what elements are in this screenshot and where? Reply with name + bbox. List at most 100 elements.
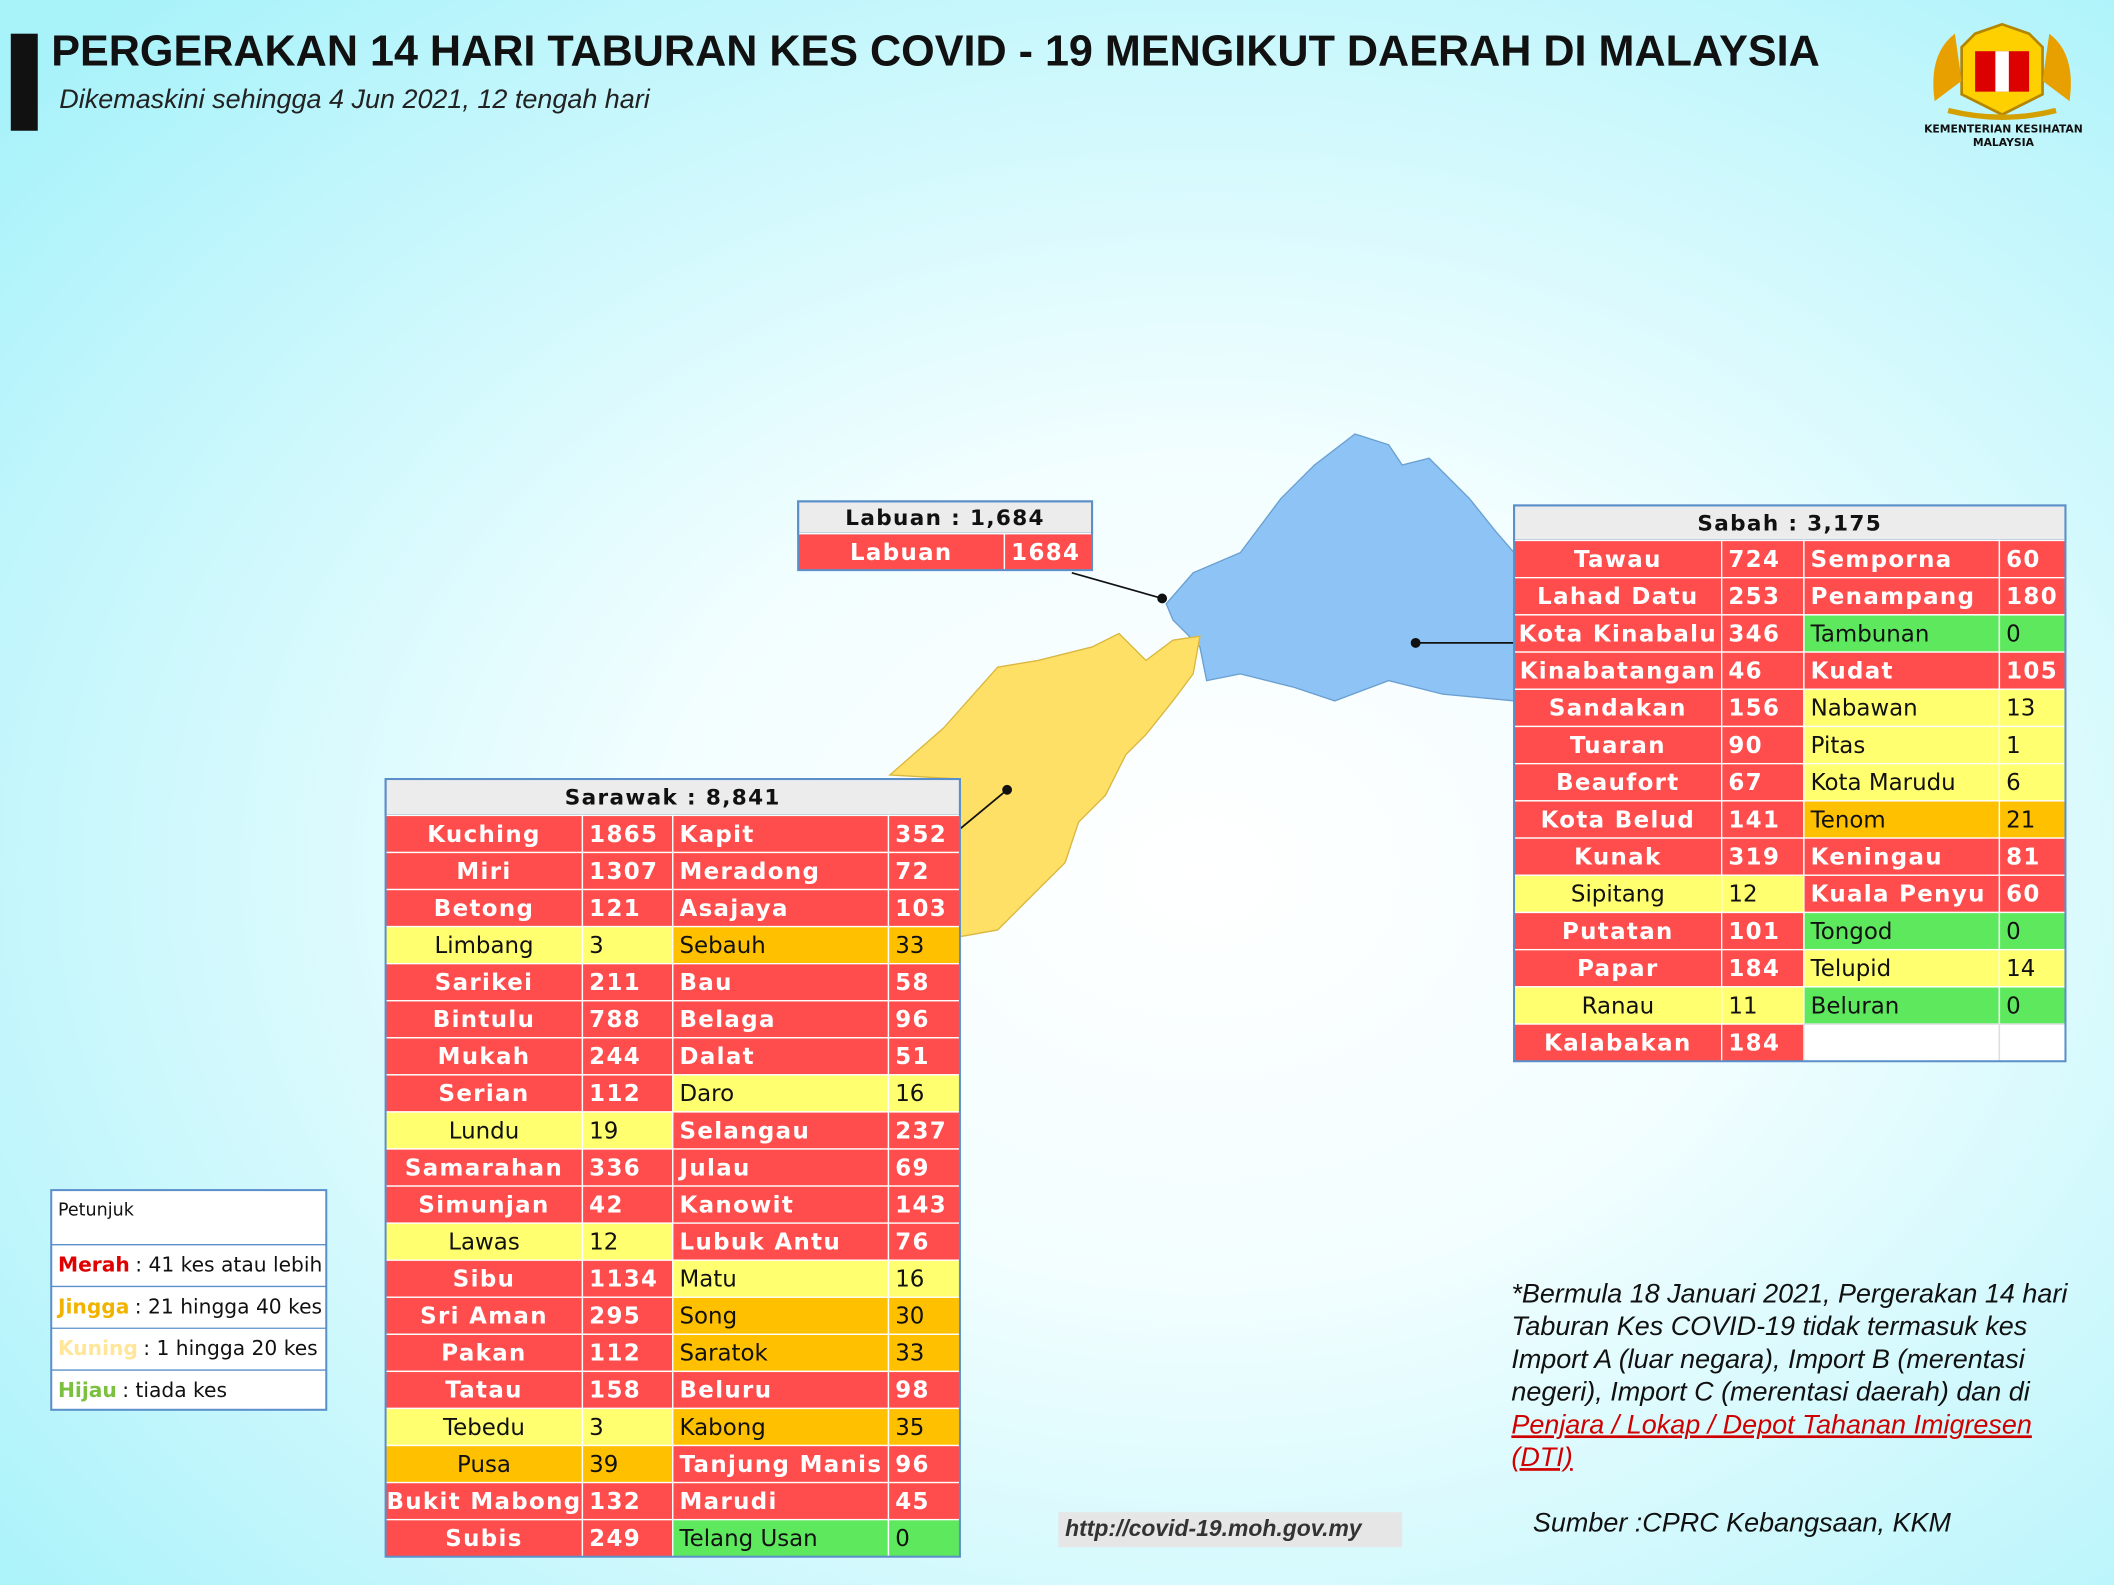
district-name: Kalabakan bbox=[1544, 1030, 1692, 1056]
cell bbox=[1803, 986, 2001, 1025]
district-name: Tongod bbox=[1810, 919, 1893, 945]
district-name: Kanowit bbox=[680, 1192, 795, 1218]
district-cases: 3 bbox=[589, 933, 604, 959]
district-name: Telang Usan bbox=[678, 1526, 817, 1552]
note-link: Penjara / Lokap / Depot Tahanan Imigrese… bbox=[1511, 1409, 2032, 1439]
district-name: Kudat bbox=[1811, 659, 1894, 685]
district-name: Kota Belud bbox=[1541, 807, 1696, 833]
district-cases: 11 bbox=[1728, 993, 1757, 1019]
cell bbox=[1998, 800, 2067, 839]
district-cases: 90 bbox=[1728, 733, 1763, 759]
district-name: Beaufort bbox=[1556, 770, 1680, 796]
district-cases: 1865 bbox=[589, 822, 658, 848]
cell bbox=[887, 1148, 961, 1187]
cell bbox=[581, 888, 674, 928]
cell bbox=[384, 1407, 584, 1447]
district-cases: 143 bbox=[895, 1192, 947, 1218]
district-cases: 46 bbox=[1728, 659, 1763, 685]
cell bbox=[1720, 800, 1805, 839]
district-cases: 67 bbox=[1728, 770, 1763, 796]
district-name: Matu bbox=[680, 1267, 737, 1293]
district-name: Kota Marudu bbox=[1811, 770, 1956, 796]
district-cases: 141 bbox=[1728, 807, 1780, 833]
district-name: Labuan bbox=[850, 540, 953, 566]
district-name: Beluran bbox=[1811, 993, 1900, 1019]
district-name: Sebauh bbox=[680, 933, 766, 959]
note: *Bermula 18 Januari 2021, Pergerakan 14 … bbox=[1511, 1278, 2068, 1472]
subtitle: Dikemaskini sehingga 4 Jun 2021, 12 teng… bbox=[59, 84, 650, 114]
district-cases: 295 bbox=[589, 1304, 641, 1330]
cell bbox=[581, 1296, 674, 1335]
district-cases: 237 bbox=[895, 1118, 947, 1144]
district-cases: 105 bbox=[2006, 659, 2058, 685]
district-cases: 249 bbox=[589, 1526, 641, 1552]
district-name: Tanjung Manis bbox=[680, 1452, 883, 1478]
cell bbox=[887, 962, 961, 1002]
cell bbox=[672, 888, 890, 928]
connectors bbox=[959, 571, 1515, 830]
district-cases: 98 bbox=[895, 1378, 930, 1404]
district-cases: 211 bbox=[589, 970, 641, 996]
cell bbox=[1513, 986, 1723, 1025]
district-cases: 1 bbox=[2006, 733, 2021, 759]
district-name: Miri bbox=[456, 859, 511, 885]
district-name: Kapit bbox=[680, 822, 755, 848]
district-cases: 180 bbox=[2006, 584, 2058, 610]
tables: Labuan : 1,684 Labuan 1684 Sabah : 3,175 Taw… bbox=[384, 500, 2067, 1558]
district-cases: 1134 bbox=[589, 1267, 658, 1293]
district-cases: 101 bbox=[1728, 919, 1780, 945]
district-name: Sandakan bbox=[1549, 696, 1687, 722]
district-cases: 352 bbox=[895, 822, 947, 848]
cell bbox=[1998, 986, 2067, 1025]
district-cases: 19 bbox=[589, 1118, 618, 1144]
district-name: Asajaya bbox=[680, 896, 789, 922]
legend-item: Jingga: 21 hingga 40 kes bbox=[56, 1294, 322, 1318]
cell bbox=[581, 1407, 674, 1447]
district-cases: 1307 bbox=[589, 859, 658, 885]
district-name: Pitas bbox=[1811, 733, 1866, 759]
title-bar bbox=[10, 33, 38, 131]
cell bbox=[672, 925, 890, 965]
cell bbox=[1513, 874, 1723, 914]
district-name: Lundu bbox=[449, 1118, 519, 1144]
district-name: Simunjan bbox=[418, 1192, 549, 1218]
district-name: Julau bbox=[677, 1155, 750, 1181]
district-cases: 12 bbox=[589, 1230, 618, 1256]
legend-item: Hijau: tiada kes bbox=[58, 1377, 227, 1401]
district-name: Lahad Datu bbox=[1537, 584, 1698, 610]
district-cases: 13 bbox=[2006, 696, 2035, 722]
cell bbox=[1803, 725, 2001, 765]
cell bbox=[887, 851, 961, 891]
district-name: Bukit Mabong bbox=[386, 1489, 581, 1515]
cell bbox=[581, 1185, 674, 1224]
district-name: Penampang bbox=[1811, 584, 1976, 610]
cell bbox=[887, 1259, 961, 1298]
district-name: Nabawan bbox=[1811, 696, 1918, 722]
cell bbox=[1998, 688, 2067, 728]
source: Sumber :CPRC Kebangsaan, KKM bbox=[1533, 1507, 1952, 1537]
district-name: Beluru bbox=[680, 1378, 773, 1404]
cell bbox=[384, 1444, 584, 1484]
district-name: Lubuk Antu bbox=[680, 1230, 842, 1256]
sarawak-map bbox=[888, 632, 1201, 938]
district-name: Meradong bbox=[680, 859, 821, 885]
cell bbox=[384, 1111, 584, 1150]
district-name: Sibu bbox=[453, 1267, 515, 1293]
cell bbox=[1803, 837, 2001, 876]
district-name: Tuaran bbox=[1570, 733, 1666, 759]
note-line: *Bermula 18 Januari 2021, Pergerakan 14 … bbox=[1511, 1278, 2068, 1308]
district-name: Selangau bbox=[680, 1118, 811, 1144]
district-cases: 0 bbox=[2006, 919, 2021, 945]
district-cases: 184 bbox=[1728, 1030, 1780, 1056]
legend-text: : tiada kes bbox=[122, 1377, 227, 1401]
district-cases: 132 bbox=[589, 1489, 641, 1515]
district-name: Kuala Penyu bbox=[1811, 882, 1986, 908]
district-cases: 39 bbox=[589, 1452, 618, 1478]
cell bbox=[672, 1370, 890, 1410]
district-name: Tenom bbox=[1810, 807, 1886, 833]
district-cases: 58 bbox=[895, 970, 930, 996]
district-cases: 60 bbox=[2006, 882, 2041, 908]
cell bbox=[672, 1148, 890, 1187]
